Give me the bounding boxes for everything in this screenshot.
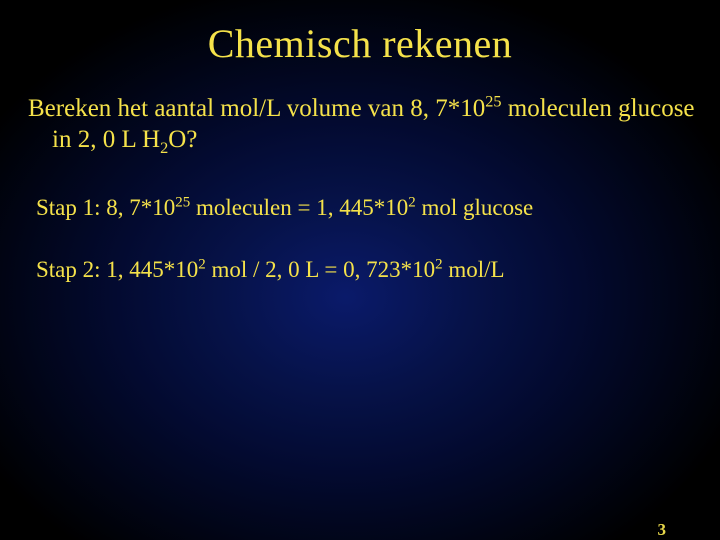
step1-sup-2: 2	[408, 194, 415, 210]
step2-sup-1: 2	[198, 257, 205, 273]
slide-title: Chemisch rekenen	[0, 20, 720, 67]
step1-part-1: Stap 1: 8, 7*10	[36, 195, 175, 220]
question-sub-1: 2	[160, 139, 168, 157]
question-part-3: O?	[168, 126, 197, 153]
step-2-text: Stap 2: 1, 445*102 mol / 2, 0 L = 0, 723…	[0, 256, 720, 285]
step-1-text: Stap 1: 8, 7*1025 moleculen = 1, 445*102…	[0, 194, 720, 223]
step2-part-3: mol/L	[443, 257, 505, 282]
step1-sup-1: 25	[175, 194, 190, 210]
step2-part-1: Stap 2: 1, 445*10	[36, 257, 198, 282]
step1-part-3: mol glucose	[416, 195, 534, 220]
step2-part-2: mol / 2, 0 L = 0, 723*10	[206, 257, 435, 282]
step1-part-2: moleculen = 1, 445*10	[190, 195, 408, 220]
page-number: 3	[658, 520, 667, 540]
step2-sup-2: 2	[435, 257, 442, 273]
question-part-1: Bereken het aantal mol/L volume van 8, 7…	[28, 95, 485, 122]
question-sup-1: 25	[485, 93, 501, 111]
question-text: Bereken het aantal mol/L volume van 8, 7…	[0, 93, 720, 156]
